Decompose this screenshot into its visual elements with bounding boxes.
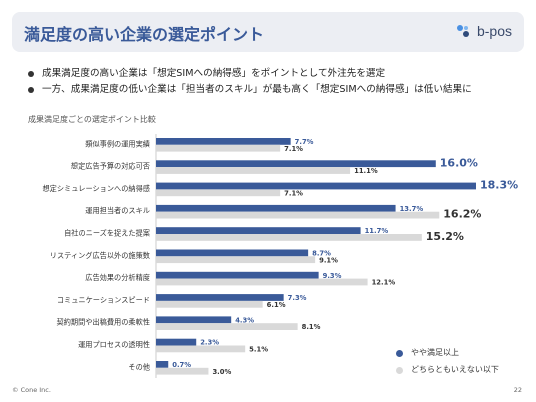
bar-neutral: [156, 189, 281, 197]
bar-satisfied: [156, 316, 232, 324]
logo-text: b-pos: [476, 23, 512, 39]
category-label: その他: [128, 362, 150, 371]
category-label: 類似事例の運用実績: [85, 139, 150, 148]
category-label: コミュニケーションスピード: [57, 295, 150, 304]
data-label: 3.0%: [212, 368, 231, 376]
legend-swatch-dark: [396, 349, 403, 357]
bar-neutral: [156, 256, 316, 264]
category-label: 想定シミュレーションへの納得感: [42, 184, 150, 193]
bar-neutral: [156, 323, 298, 330]
data-label: 11.1%: [354, 167, 378, 175]
bar-neutral: [156, 144, 281, 152]
category-label: 想定広告予算の対応可否: [71, 162, 150, 171]
bar-satisfied: [156, 227, 361, 234]
data-label: 16.2%: [443, 208, 481, 221]
category-label: 運用担当者のスキル: [85, 206, 150, 215]
data-label: 7.1%: [284, 145, 303, 153]
data-label: 9.3%: [323, 272, 342, 280]
brand-logo: b-pos: [455, 23, 512, 39]
page-title: 満足度の高い企業の選定ポイント: [24, 25, 265, 44]
legend-label: どちらともいえない以下: [411, 365, 499, 374]
category-label: 契約期間や出稿費用の柔軟性: [57, 318, 150, 327]
data-label: 12.1%: [372, 279, 396, 287]
data-label: 7.1%: [284, 189, 303, 197]
data-label: 7.3%: [288, 294, 307, 302]
legend-item: やや満足以上: [396, 346, 499, 360]
data-label: 6.1%: [267, 301, 286, 309]
data-label: 7.7%: [295, 138, 314, 146]
bar-neutral: [156, 234, 422, 241]
data-label: 11.7%: [365, 227, 389, 235]
summary-bullets: 成果満足度の高い企業は「想定SIMへの納得感」をポイントとして外注先を選定 一方…: [28, 66, 472, 98]
data-label: 8.1%: [302, 323, 321, 331]
bar-satisfied: [156, 204, 396, 212]
bar-satisfied: [156, 361, 169, 368]
data-label: 2.3%: [200, 339, 219, 347]
data-label: 5.1%: [249, 346, 268, 354]
data-label: 16.0%: [440, 156, 478, 169]
bar-satisfied: [156, 249, 309, 257]
category-label: 広告効果の分析精度: [85, 273, 150, 282]
bullet-item: 一方、成果満足度の低い企業は「担当者のスキル」が最も高く「想定SIMへの納得感」…: [28, 82, 472, 98]
chart-legend: やや満足以上 どちらともいえない以下: [396, 346, 499, 380]
bar-satisfied: [156, 271, 319, 279]
header-banner: 満足度の高い企業の選定ポイント b-pos: [12, 12, 524, 52]
bar-satisfied: [156, 338, 197, 346]
data-label: 0.7%: [172, 361, 191, 369]
bar-neutral: [156, 167, 351, 174]
data-label: 15.2%: [426, 230, 464, 243]
bar-satisfied: [156, 138, 291, 145]
legend-swatch-light: [396, 366, 403, 374]
bar-neutral: [156, 345, 246, 353]
bar-satisfied: [156, 294, 284, 301]
bar-satisfied: [156, 182, 476, 190]
category-label: リスティング広告以外の施策数: [50, 251, 150, 260]
bar-neutral: [156, 211, 440, 219]
data-label: 9.1%: [319, 256, 338, 264]
copyright: © Cone Inc.: [12, 386, 51, 394]
data-label: 13.7%: [400, 205, 424, 213]
category-label: 運用プロセスの透明性: [78, 340, 150, 349]
category-label: 自社のニーズを捉えた提案: [64, 229, 150, 238]
bullet-item: 成果満足度の高い企業は「想定SIMへの納得感」をポイントとして外注先を選定: [28, 66, 472, 82]
page-number: 22: [513, 386, 522, 394]
data-label: 8.7%: [312, 250, 331, 258]
data-label: 4.3%: [235, 316, 254, 324]
bar-neutral: [156, 300, 263, 308]
bar-chart: 類似事例の運用実績 7.7%7.1%想定広告予算の対応可否 16.0%11.1%想定…: [42, 134, 518, 378]
bar-satisfied: [156, 160, 436, 168]
legend-item: どちらともいえない以下: [396, 363, 499, 377]
bar-neutral: [156, 278, 368, 286]
bpos-logo-icon: [456, 25, 469, 37]
legend-label: やや満足以上: [411, 348, 459, 357]
bar-neutral: [156, 367, 209, 375]
chart-title: 成果満足度ごとの選定ポイント比較: [28, 115, 156, 124]
data-label: 18.3%: [480, 179, 518, 192]
